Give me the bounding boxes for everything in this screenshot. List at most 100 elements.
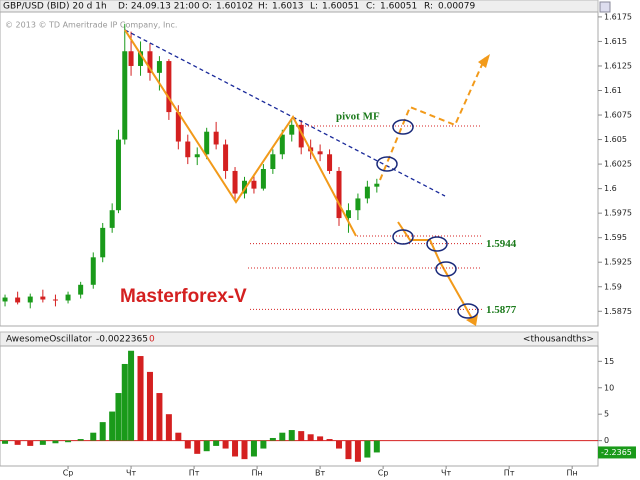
bar xyxy=(99,422,106,441)
x-tick-label: Пн xyxy=(251,469,262,478)
y-tick-label: 1.615 xyxy=(604,37,627,46)
arrow-up xyxy=(478,54,490,68)
last-value: -2.2365 xyxy=(601,448,632,457)
brand: Masterforex-V xyxy=(120,286,247,307)
bar xyxy=(27,440,34,446)
ellipse xyxy=(435,261,457,277)
x-tick-label: Пн xyxy=(567,469,578,478)
bar xyxy=(373,440,380,453)
y-tick-label: 1.59 xyxy=(604,282,622,291)
arrow-down xyxy=(466,314,478,326)
ellipse xyxy=(426,236,448,252)
candle-body xyxy=(317,151,323,155)
bar xyxy=(279,432,286,441)
open: 1.60102 xyxy=(216,2,253,12)
bar xyxy=(115,393,122,441)
bar xyxy=(194,440,201,454)
bar xyxy=(260,440,267,449)
zigzag xyxy=(124,29,357,237)
y-tick-label: 1.595 xyxy=(604,233,627,242)
candle-body xyxy=(260,169,266,189)
open-label: O: xyxy=(202,2,212,12)
bar xyxy=(184,440,191,449)
y-tick-label: 1.5975 xyxy=(604,209,632,218)
candle-body xyxy=(289,124,295,135)
candle-body xyxy=(40,296,46,300)
settings-icon[interactable] xyxy=(599,1,611,13)
x-tick-label: Ср xyxy=(63,469,74,478)
bar xyxy=(364,440,371,458)
candle-body xyxy=(327,154,333,171)
candle-body xyxy=(100,227,106,258)
candle-body xyxy=(27,296,33,303)
bar xyxy=(317,436,324,441)
low-label: L: xyxy=(310,2,318,12)
bar xyxy=(307,434,314,441)
high-label: H: xyxy=(258,2,268,12)
bar xyxy=(288,430,295,441)
candle-body xyxy=(279,134,285,155)
bar xyxy=(109,411,116,441)
bar xyxy=(269,437,276,441)
x-tick-label: Вт xyxy=(315,469,325,478)
bar xyxy=(345,440,352,460)
bar xyxy=(232,440,239,457)
ellipse xyxy=(457,303,479,319)
indicator-name: AwesomeOscillator xyxy=(6,335,92,345)
bar xyxy=(203,440,210,452)
bar xyxy=(213,440,220,446)
high: 1.6013 xyxy=(272,2,304,12)
bar xyxy=(39,440,46,445)
y-tick-label: 1.6075 xyxy=(604,111,632,120)
candle-body xyxy=(223,144,229,171)
bar xyxy=(77,439,84,441)
candle-body xyxy=(270,154,276,169)
y-tick-label: 1.5875 xyxy=(604,307,632,316)
level-label: 1.5877 xyxy=(486,304,517,316)
low: 1.60051 xyxy=(322,2,359,12)
candle-body xyxy=(78,284,84,295)
bar xyxy=(175,432,182,441)
y-tick-label: 1.6175 xyxy=(604,12,632,21)
candle-body xyxy=(194,154,200,158)
bar xyxy=(165,414,172,441)
bar xyxy=(241,440,248,460)
ellipse xyxy=(392,119,414,135)
range-label: R: xyxy=(424,2,433,12)
candle-body xyxy=(185,141,191,158)
bar xyxy=(2,440,9,444)
bar xyxy=(354,440,361,462)
candle-body xyxy=(147,51,153,73)
candle-body xyxy=(345,210,351,219)
forecast-down xyxy=(397,221,475,323)
bar xyxy=(336,440,343,449)
y-tick-label: 15 xyxy=(604,357,614,366)
candle-body xyxy=(156,61,162,73)
candle-body xyxy=(138,51,144,66)
forecast-up xyxy=(379,57,486,181)
candle-body xyxy=(251,180,257,189)
candle-body xyxy=(109,210,115,228)
x-tick-label: Пт xyxy=(189,469,200,478)
annotations xyxy=(124,29,490,326)
bar xyxy=(65,440,72,443)
date: D: 24.09.13 21:00 xyxy=(118,2,200,12)
x-tick-label: Чт xyxy=(126,469,136,478)
candle-body xyxy=(298,124,304,148)
close-label: C: xyxy=(366,2,375,12)
candle-body xyxy=(374,183,380,187)
bar xyxy=(156,393,163,441)
x-tick-label: Ср xyxy=(378,469,389,478)
bar xyxy=(146,371,153,441)
bar xyxy=(222,440,229,449)
y-tick-label: 0 xyxy=(604,436,609,445)
x-tick-label: Чт xyxy=(441,469,451,478)
indicator-flag: 0 xyxy=(149,335,155,345)
candle-body xyxy=(175,112,181,142)
bar xyxy=(90,432,97,441)
oscillator-panel xyxy=(0,345,599,467)
candle-body xyxy=(166,61,172,113)
